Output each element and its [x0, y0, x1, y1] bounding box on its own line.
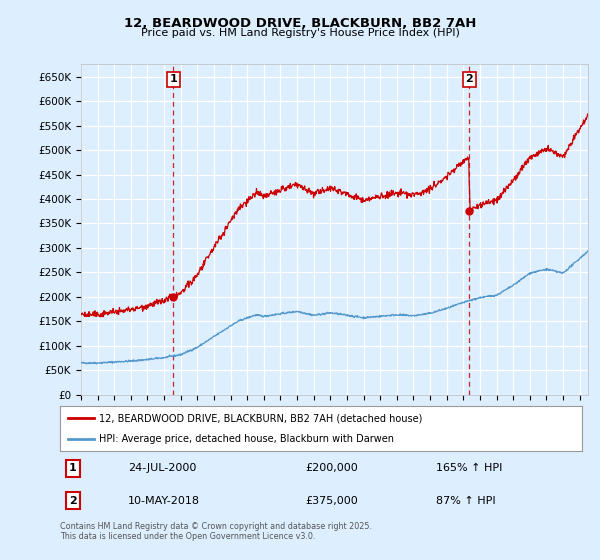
- Text: £375,000: £375,000: [305, 496, 358, 506]
- Text: Price paid vs. HM Land Registry's House Price Index (HPI): Price paid vs. HM Land Registry's House …: [140, 28, 460, 38]
- Text: 24-JUL-2000: 24-JUL-2000: [128, 464, 196, 473]
- Text: HPI: Average price, detached house, Blackburn with Darwen: HPI: Average price, detached house, Blac…: [99, 433, 394, 444]
- Text: 12, BEARDWOOD DRIVE, BLACKBURN, BB2 7AH (detached house): 12, BEARDWOOD DRIVE, BLACKBURN, BB2 7AH …: [99, 413, 422, 423]
- Text: 87% ↑ HPI: 87% ↑ HPI: [436, 496, 496, 506]
- Text: 1: 1: [69, 464, 77, 473]
- Text: Contains HM Land Registry data © Crown copyright and database right 2025.
This d: Contains HM Land Registry data © Crown c…: [60, 522, 372, 542]
- Text: 2: 2: [69, 496, 77, 506]
- Text: 2: 2: [466, 74, 473, 85]
- Text: 165% ↑ HPI: 165% ↑ HPI: [436, 464, 502, 473]
- Text: 10-MAY-2018: 10-MAY-2018: [128, 496, 200, 506]
- Text: 12, BEARDWOOD DRIVE, BLACKBURN, BB2 7AH: 12, BEARDWOOD DRIVE, BLACKBURN, BB2 7AH: [124, 17, 476, 30]
- Text: 1: 1: [170, 74, 177, 85]
- Text: £200,000: £200,000: [305, 464, 358, 473]
